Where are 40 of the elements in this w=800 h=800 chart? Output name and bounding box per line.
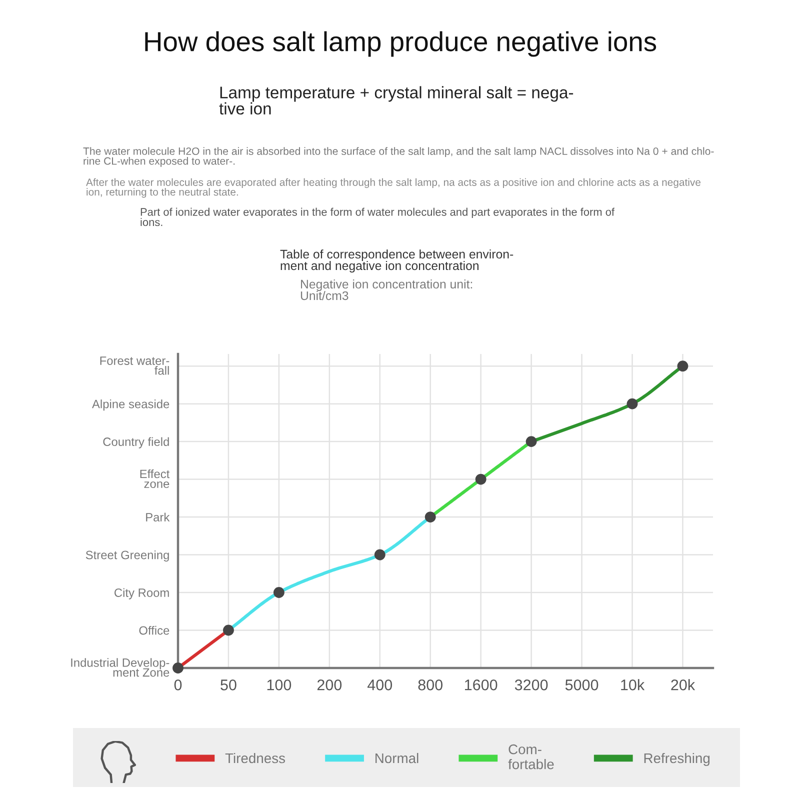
category-label: Effect zone — [140, 469, 170, 488]
x-tick-label: 100 — [267, 680, 292, 690]
point — [626, 398, 638, 410]
legend-label: Tiredness — [225, 752, 285, 764]
legend-label: Com- fortable — [508, 744, 554, 770]
chart-subtitle: Lamp temperature + crystal mineral salt = nega- tive ion — [219, 86, 574, 115]
x-tick-label: 0 — [174, 680, 182, 690]
category-label: Park — [146, 512, 170, 522]
chart-title: How does salt lamp produce negative ions — [145, 31, 656, 57]
point — [677, 360, 688, 372]
category-label: Office — [139, 626, 170, 635]
point — [526, 436, 537, 448]
point — [172, 662, 184, 674]
category-label: Country field — [103, 437, 169, 448]
x-tick-label: 5000 — [565, 680, 598, 690]
point — [374, 549, 386, 560]
text: After the water molecules are evaporated after heating through the salt lamp, na acts as a positive ion and chlorine acts as a negative ion, returning to the neutral state. — [86, 178, 700, 198]
point — [424, 512, 436, 523]
text: Table of correspondence between environ- ment and negative ion concentration — [280, 249, 514, 273]
x-tick-label: 10k — [621, 679, 645, 690]
x-tick-label: 200 — [317, 680, 342, 690]
category-label: Industrial Develop- ment Zone — [71, 658, 170, 677]
legend-label: Normal — [376, 752, 418, 764]
category-label: Forest water- fall — [100, 356, 170, 375]
x-tick-label: 1600 — [465, 680, 498, 690]
point — [223, 624, 234, 636]
category-label: Alpine seaside — [92, 399, 170, 411]
text: Negative ion concentration unit: Unit/cm3 — [300, 279, 472, 300]
x-tick-label: 800 — [418, 680, 443, 690]
point — [475, 474, 486, 485]
x-tick-label: 20k — [671, 679, 696, 690]
text: The water molecule H2O in the air is absorbed into the surface of the salt lamp, and the salt lamp NACL dissolves into Na 0 + and chlo- rine CL-when exposed to water-. — [83, 147, 714, 167]
category-label: Street Greening — [86, 550, 169, 562]
category-label: City Room — [114, 588, 169, 600]
x-tick-label: 400 — [367, 680, 392, 690]
x-tick-label: 50 — [220, 680, 236, 690]
x-tick-label: 3200 — [514, 680, 548, 690]
point — [273, 587, 284, 598]
legend-label: Refreshing — [644, 752, 710, 766]
text: Part of ionized water evaporates in the form of water molecules and part evaporates in the form of ions. — [140, 208, 615, 226]
